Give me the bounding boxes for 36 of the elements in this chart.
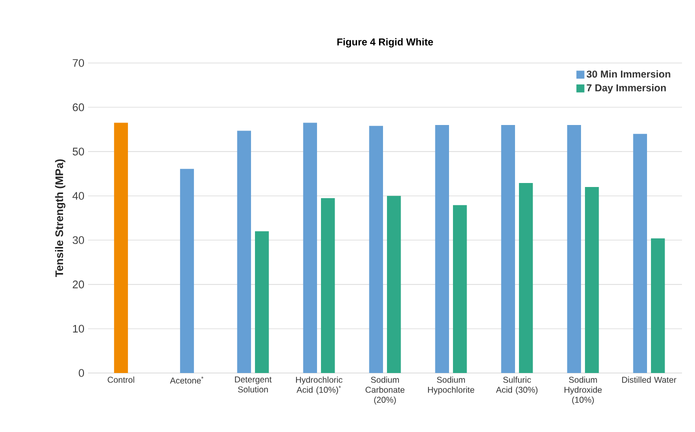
bar — [386, 196, 401, 373]
bar — [435, 125, 450, 373]
x-tick-label: Detergent Solution — [235, 376, 272, 392]
bar — [584, 187, 599, 373]
bar — [369, 126, 384, 373]
x-tick-label: Hydrochloric Acid (10%)$^{*}$ — [296, 376, 342, 394]
y-tick-label: 0 — [78, 369, 84, 377]
y-axis-title: Tensile Strength (MPa) — [55, 159, 66, 278]
x-tick-label: Sulfuric Acid (30%) — [496, 376, 538, 394]
y-tick-label: 20 — [72, 280, 84, 288]
y-tick-label: 10 — [73, 324, 84, 333]
bar — [633, 134, 648, 373]
y-tick-label: 50 — [72, 148, 84, 156]
bar — [114, 122, 128, 373]
y-tick-label: 60 — [72, 103, 84, 112]
y-tick-label: 30 — [72, 236, 84, 244]
bar — [237, 130, 252, 373]
x-tick-label: Sodium Hypochlorite — [428, 376, 474, 394]
bar — [650, 238, 665, 373]
legend-label: 7 Day Immersion — [586, 84, 666, 94]
x-tick-label: Control — [108, 376, 134, 383]
chart-title: Figure 4 Rigid White — [337, 38, 433, 48]
x-tick-label: Sodium Hydroxide (10%) — [564, 376, 602, 404]
bar — [254, 231, 269, 373]
x-tick-label: Acetone$^{*}$ — [170, 376, 204, 384]
y-tick-label: 40 — [72, 192, 84, 200]
bar — [452, 205, 467, 373]
bar — [501, 125, 516, 373]
bar — [320, 198, 335, 373]
x-tick-label: Distilled Water — [622, 376, 676, 383]
bar — [567, 125, 582, 373]
bar — [303, 122, 318, 373]
x-tick-label: Sodium Carbonate (20%) — [366, 376, 404, 404]
legend-label: 30 Min Immersion — [586, 70, 670, 78]
y-tick-label: 70 — [72, 59, 84, 67]
bar — [518, 183, 533, 373]
